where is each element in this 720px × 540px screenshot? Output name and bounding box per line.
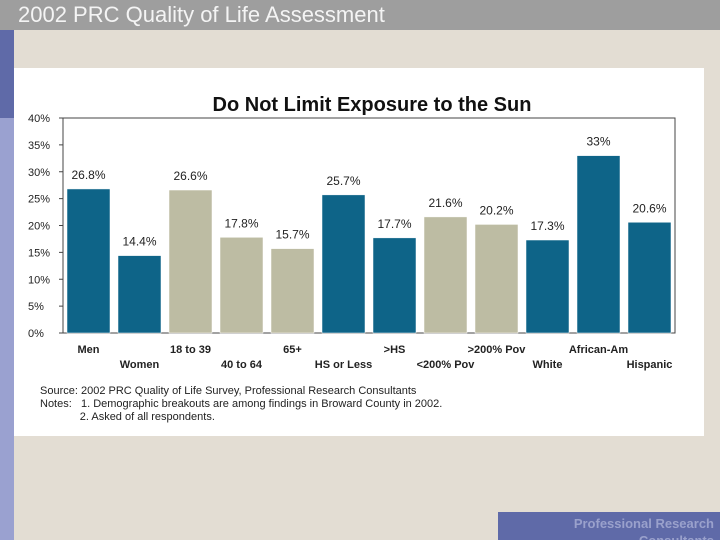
bar-value-label: 26.6% (173, 169, 207, 183)
bar (321, 194, 366, 334)
slide-title: 2002 PRC Quality of Life Assessment (18, 2, 385, 27)
bar-chart: Do Not Limit Exposure to the Sun 0% 5% 10% 1… (28, 94, 676, 423)
category-label: Men (78, 344, 100, 356)
y-tick-label: 15% (28, 247, 50, 259)
bar (627, 222, 672, 334)
bar (576, 155, 621, 334)
chart-panel: Do Not Limit Exposure to the Sun 0% 5% 10% 1… (14, 68, 704, 436)
slide-title-bar (0, 0, 720, 30)
bar (372, 237, 417, 334)
bar-value-label: 17.3% (530, 219, 564, 233)
left-accent-strip-top (0, 30, 14, 118)
category-label: African-Am (569, 344, 629, 356)
category-label: 65+ (283, 344, 302, 356)
bar-value-label: 21.6% (428, 196, 462, 210)
y-tick-label: 20% (28, 221, 50, 233)
category-label: >HS (384, 344, 406, 356)
category-label: HS or Less (315, 359, 372, 371)
bar-value-label: 20.2% (479, 203, 513, 217)
footer-brand-text: Professional Research Consultants (573, 516, 714, 540)
bar (525, 239, 570, 334)
category-label: 40 to 64 (221, 359, 263, 371)
bar-value-label: 20.6% (632, 201, 666, 215)
y-tick-label: 40% (28, 113, 50, 125)
y-tick-label: 10% (28, 274, 50, 286)
category-label: 18 to 39 (170, 344, 211, 356)
bar (474, 224, 519, 334)
bar (117, 255, 162, 334)
category-label: <200% Pov (417, 359, 476, 371)
chart-note: 2. Asked of all respondents. (40, 411, 215, 423)
y-tick-label: 5% (28, 301, 44, 313)
bar-value-label: 15.7% (275, 228, 309, 242)
category-label: White (533, 359, 563, 371)
y-tick-label: 35% (28, 140, 50, 152)
bar (66, 188, 111, 334)
category-label: Women (120, 359, 160, 371)
bar-value-label: 26.8% (71, 168, 105, 182)
bar-value-label: 17.7% (377, 217, 411, 231)
bar (270, 248, 315, 334)
y-tick-label: 25% (28, 194, 50, 206)
bar (423, 216, 468, 334)
left-accent-strip (0, 30, 14, 540)
chart-note: Source: 2002 PRC Quality of Life Survey,… (40, 385, 417, 397)
chart-title: Do Not Limit Exposure to the Sun (213, 94, 532, 116)
category-label: >200% Pov (468, 344, 527, 356)
y-tick-label: 0% (28, 328, 44, 340)
footer-brand: Professional Research Consultants (498, 512, 720, 540)
bar-value-label: 25.7% (326, 174, 360, 188)
bar-value-label: 14.4% (122, 235, 156, 249)
category-label: Hispanic (627, 359, 673, 371)
chart-note: Notes: 1. Demographic breakouts are amon… (40, 398, 442, 410)
bar-value-label: 17.8% (224, 216, 258, 230)
bar (219, 237, 264, 334)
bar (168, 189, 213, 334)
y-tick-label: 30% (28, 167, 50, 179)
bar-value-label: 33% (586, 135, 610, 149)
